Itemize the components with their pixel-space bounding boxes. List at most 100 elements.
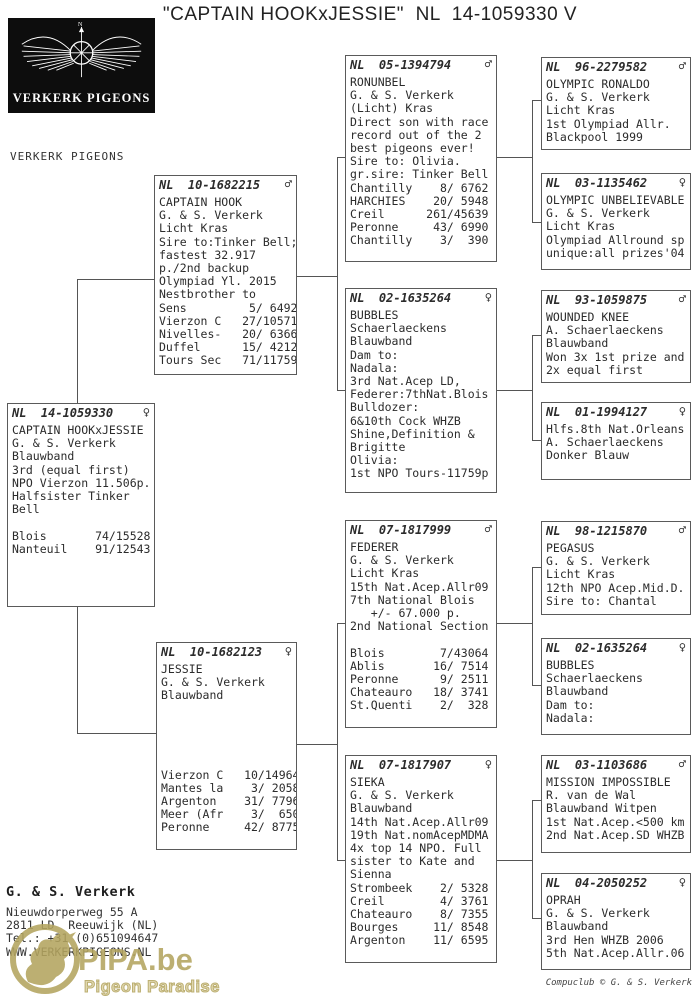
box-line: Donker Blauw (546, 448, 630, 463)
box-line: Bourges 11/ 8548 (350, 920, 489, 935)
connector-line (532, 567, 541, 568)
box-content: OPRAH G. & S. Verkerk Blauwband 3rd Hen WHZ… (546, 893, 686, 960)
box-line: Vierzon C 27/10571 (159, 313, 297, 328)
box-content: RONUNBEL G. & S. Verkerk (Licht) Kras Direc… (350, 75, 492, 248)
box-line: OPRAH (546, 893, 581, 907)
box-line: 12th NPO Acep.Mid.D. (546, 580, 685, 595)
box-line: MISSION IMPOSSIBLE (546, 775, 671, 789)
sex-symbol: ♂ (678, 59, 686, 73)
box-line: 2x equal first (546, 362, 643, 377)
box-header: NL 03-1103686 ♂ (546, 758, 686, 772)
connector-line (532, 100, 541, 101)
box-line: G. & S. Verkerk (161, 675, 265, 690)
svg-text:N: N (78, 22, 83, 28)
connector-line (532, 335, 541, 336)
box-line: G. & S. Verkerk (159, 208, 263, 223)
box-header: NL 03-1135462 ♀ (546, 176, 686, 190)
box-header: NL 07-1817907 ♀ (350, 758, 492, 772)
ring-number: NL 14-1059330 (12, 406, 114, 420)
box-line: 19th Nat.nomAcepMDMA (350, 827, 489, 842)
box-line: 3rd Hen WHZB 2006 (546, 932, 664, 947)
pedigree-box-mission-impossible: NL 03-1103686 ♂ MISSION IMPOSSIBLE R. van… (541, 755, 691, 853)
ring-number: NL 05-1394794 (350, 58, 452, 72)
box-line: G. & S. Verkerk (350, 88, 454, 103)
box-line: Peronne 9/ 2511 (350, 672, 489, 687)
pedigree-box-wounded-knee: NL 93-1059875 ♂ WOUNDED KNEE A. Schaerlae… (541, 290, 691, 383)
box-line (161, 716, 292, 729)
box-line (161, 742, 292, 755)
box-header: NL 96-2279582 ♂ (546, 60, 686, 74)
box-line: G. & S. Verkerk (546, 206, 650, 221)
box-line: RONUNBEL (350, 75, 406, 89)
logo-text: VERKERK PIGEONS (12, 91, 151, 105)
box-line: 1st NPO Tours-11759p (350, 466, 489, 481)
breeder-website-link[interactable]: WWW.VERKERKPIGEONS.NL (6, 944, 152, 959)
sex-symbol: ♀ (484, 290, 492, 304)
box-line: Duffel 15/ 4212 (159, 340, 297, 355)
connector-line (77, 279, 78, 403)
box-line: G. & S. Verkerk (546, 906, 650, 921)
box-line: Sire to:Tinker Bell; (159, 234, 297, 249)
box-header: NL 98-1215870 ♂ (546, 524, 686, 538)
box-line: Brigitte (350, 440, 406, 455)
connector-line (532, 567, 533, 686)
box-line: Peronne 42/ 8775 (161, 820, 297, 835)
box-content: CAPTAIN HOOKxJESSIE G. & S. Verkerk Blauwb… (12, 423, 151, 556)
box-line: Nanteuil 91/12543 (12, 541, 151, 556)
box-line: NPO Vierzon 11.506p. (12, 475, 151, 490)
box-content: BUBBLES Schaerlaeckens Blauwband Dam to: Nad… (350, 308, 492, 481)
box-line: Blois 74/15528 (12, 528, 151, 543)
box-line (161, 729, 292, 742)
box-line: Ablis 16/ 7514 (350, 658, 489, 673)
box-line: 1st Olympiad Allr. (546, 116, 671, 131)
box-line: Blois 7/43064 (350, 645, 489, 660)
box-line: 4x top 14 NPO. Full (350, 841, 482, 856)
box-line: Nivelles- 20/ 6366 (159, 327, 297, 342)
breeder-name: G. & S. Verkerk (6, 884, 136, 900)
box-line: Shine,Definition & (350, 426, 475, 441)
breeder-label: VERKERK PIGEONS (10, 150, 125, 163)
box-line: Nadala: (546, 710, 595, 725)
sex-symbol: ♀ (142, 405, 150, 419)
box-line: Olympiad Allround sp (546, 232, 685, 247)
box-line: 2nd National Section (350, 619, 489, 634)
ring-number: NL 03-1135462 (546, 176, 648, 190)
box-line: G. & S. Verkerk (546, 90, 650, 105)
box-line: Tours Sec 71/11759 (159, 353, 297, 368)
box-line: Chateauro 18/ 3741 (350, 685, 489, 700)
connector-line (297, 276, 338, 277)
ring-number: NL 10-1682215 (159, 178, 261, 192)
box-line: Licht Kras (159, 221, 229, 236)
box-header: NL 01-1994127 ♀ (546, 405, 686, 419)
box-line: Argenton 31/ 7796 (161, 794, 297, 809)
box-line: CAPTAIN HOOK (159, 195, 243, 209)
pedigree-box-pegasus: NL 98-1215870 ♂ PEGASUS G. & S. Verkerk Li… (541, 521, 691, 615)
box-line: Nadala: (350, 360, 399, 375)
box-line: Blauwband (546, 336, 609, 351)
box-content: FEDERER G. & S. Verkerk Licht Kras 15th Nat… (350, 540, 492, 713)
pedigree-box-captain-hook: NL 10-1682215 ♂ CAPTAIN HOOK G. & S. Verk… (154, 175, 297, 375)
box-line (161, 755, 292, 768)
wings-compass-icon: N (21, 22, 142, 78)
box-line: Olympiad Yl. 2015 (159, 274, 277, 289)
ring-number: NL 02-1635264 (350, 291, 452, 305)
connector-line (497, 390, 533, 391)
sex-symbol: ♀ (678, 875, 686, 889)
ring-number: NL 98-1215870 (546, 524, 648, 538)
box-line: Licht Kras (546, 219, 616, 234)
connector-line (297, 744, 338, 745)
pedigree-box-ronunbel: NL 05-1394794 ♂ RONUNBEL G. & S. Verkerk(… (345, 55, 497, 262)
box-line: G. & S. Verkerk (546, 554, 650, 569)
box-line: CAPTAIN HOOKxJESSIE (12, 423, 144, 437)
box-line (161, 703, 292, 716)
box-line: Bell (12, 502, 40, 517)
connector-line (337, 860, 345, 861)
connector-line (337, 157, 345, 158)
box-header: NL 02-1635264 ♀ (546, 641, 686, 655)
sex-symbol: ♀ (484, 757, 492, 771)
box-content: MISSION IMPOSSIBLE R. van de Wal Blauwband… (546, 775, 686, 842)
box-line: 3rd Nat.Acep LD, (350, 374, 461, 389)
box-line: Schaerlaeckens (546, 671, 643, 686)
box-line: Chantilly 3/ 390 (350, 233, 489, 248)
